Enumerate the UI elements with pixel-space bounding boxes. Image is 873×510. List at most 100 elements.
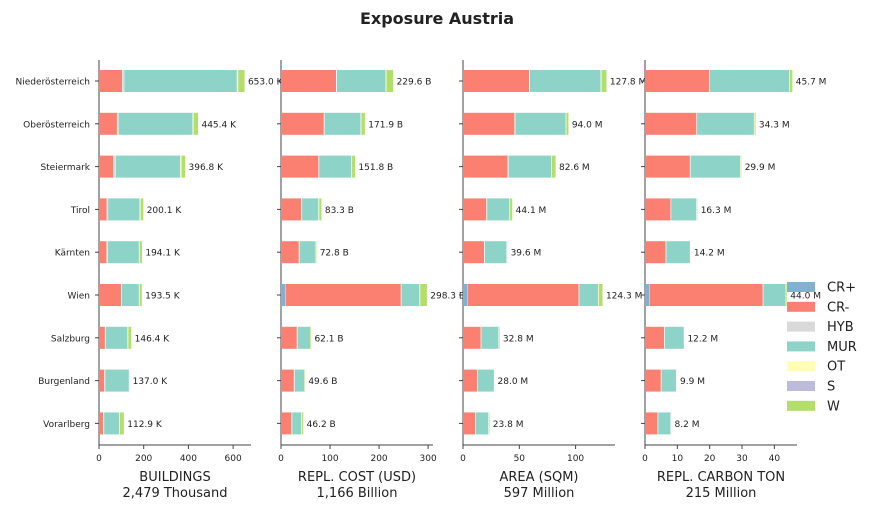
- bar-segment-crminus: [281, 155, 319, 178]
- bar-segment-w: [566, 112, 569, 135]
- bar-total-label: 229.6 B: [397, 78, 432, 88]
- x-axis-label: REPL. CARBON TON: [657, 470, 785, 485]
- bar-segment-w: [754, 112, 756, 135]
- bar-total-label: 146.4 K: [135, 334, 171, 344]
- x-tick-label: 0: [460, 454, 466, 464]
- x-tick-label: 100: [567, 454, 584, 464]
- bar-total-label: 39.6 M: [511, 249, 542, 259]
- bar-total-label: 32.8 M: [503, 334, 534, 344]
- bar-segment-crminus: [463, 70, 530, 92]
- x-axis-label: AREA (SQM): [499, 470, 578, 485]
- bar-segment-crminus: [645, 112, 697, 135]
- bar-segment-ot: [180, 155, 182, 178]
- bar-segment-crminus: [645, 70, 710, 92]
- bar-total-label: 49.6 B: [308, 377, 337, 387]
- x-tick-label: 0: [642, 454, 648, 464]
- bar-total-label: 45.7 M: [796, 78, 827, 88]
- bar-segment-w: [315, 241, 317, 264]
- legend-item: OT: [787, 360, 845, 375]
- bar-segment-crminus: [281, 198, 302, 221]
- bar-total-label: 8.2 M: [675, 420, 700, 430]
- bar-segment-mur: [710, 70, 790, 92]
- bar-segment-mur: [299, 241, 316, 264]
- legend-item: S: [787, 380, 835, 395]
- bar-segment-mur: [664, 326, 685, 349]
- legend-swatch: [787, 341, 815, 352]
- bar-segment-w: [510, 198, 513, 221]
- bar-segment-crminus: [463, 198, 487, 221]
- bar-segment-crplus: [645, 284, 650, 306]
- x-axis-subtitle: 1,166 Billion: [317, 486, 398, 501]
- legend-label: OT: [827, 360, 845, 375]
- x-tick-label: 10: [672, 454, 684, 464]
- bar-segment-w: [598, 284, 603, 306]
- bar-total-label: 44.1 M: [516, 206, 547, 216]
- bar-segment-crminus: [281, 112, 325, 135]
- bar-segment-mur: [690, 155, 741, 178]
- bar-total-label: 16.3 M: [701, 206, 732, 216]
- bar-segment-mur: [508, 155, 552, 178]
- bar-segment-mur: [108, 198, 140, 221]
- bar-total-label: 171.9 B: [368, 120, 403, 130]
- bar-segment-mur: [658, 412, 671, 435]
- x-axis-subtitle: 215 Million: [686, 486, 757, 501]
- bar-segment-crminus: [463, 155, 509, 178]
- legend-label: CR+: [827, 281, 856, 296]
- bar-segment-crminus: [649, 284, 764, 306]
- bar-segment-crminus: [281, 241, 300, 264]
- x-tick-label: 200: [370, 454, 387, 464]
- x-tick-label: 0: [96, 454, 102, 464]
- bar-segment-hyb: [107, 198, 109, 221]
- bar-total-label: 445.4 K: [201, 120, 237, 130]
- bar-total-label: 28.0 M: [498, 377, 529, 387]
- bar-segment-crminus: [281, 369, 295, 392]
- bar-segment-mur: [763, 284, 787, 306]
- bar-total-label: 46.2 B: [307, 420, 336, 430]
- bar-segment-mur: [118, 112, 193, 135]
- bar-total-label: 124.3 M: [606, 292, 642, 302]
- legend-swatch: [787, 301, 815, 312]
- legend-swatch: [787, 321, 815, 332]
- bar-segment-ot: [237, 70, 239, 92]
- bar-segment-w: [139, 241, 143, 264]
- bar-segment-crminus: [645, 198, 671, 221]
- x-axis-subtitle: 2,479 Thousand: [123, 486, 228, 501]
- bar-segment-hyb: [122, 70, 125, 92]
- x-tick-label: 40: [769, 454, 781, 464]
- bar-segment-mur: [661, 369, 677, 392]
- bar-segment-mur: [115, 155, 181, 178]
- bar-segment-w: [386, 70, 394, 92]
- bar-segment-mur: [294, 369, 305, 392]
- bar-segment-mur: [336, 70, 386, 92]
- figure-title: Exposure Austria: [360, 9, 514, 28]
- bar-segment-mur: [302, 198, 319, 221]
- bar-segment-crminus: [463, 112, 515, 135]
- bar-segment-w: [601, 70, 607, 92]
- bar-total-label: 62.1 B: [314, 334, 343, 344]
- bar-segment-mur: [487, 198, 510, 221]
- bar-segment-crminus: [99, 70, 123, 92]
- bar-segment-mur: [104, 412, 120, 435]
- y-tick-label: Kärnten: [55, 249, 90, 259]
- bar-segment-w: [786, 284, 788, 306]
- y-tick-label: Tirol: [70, 206, 90, 216]
- bar-segment-crminus: [467, 284, 579, 306]
- bar-segment-crminus: [463, 369, 478, 392]
- bar-segment-crminus: [99, 412, 104, 435]
- bar-segment-crminus: [281, 412, 292, 435]
- x-tick-label: 30: [736, 454, 748, 464]
- legend-item: MUR: [787, 340, 857, 355]
- legend-item: HYB: [787, 320, 854, 335]
- bar-segment-crminus: [281, 326, 298, 349]
- x-tick-label: 50: [514, 454, 526, 464]
- bar-total-label: 298.3 B: [430, 292, 465, 302]
- legend-label: S: [827, 380, 835, 395]
- bar-segment-crminus: [285, 284, 402, 306]
- legend-label: W: [827, 399, 840, 414]
- bar-segment-mur: [105, 369, 130, 392]
- bar-segment-mur: [515, 112, 567, 135]
- bar-segment-mur: [324, 112, 361, 135]
